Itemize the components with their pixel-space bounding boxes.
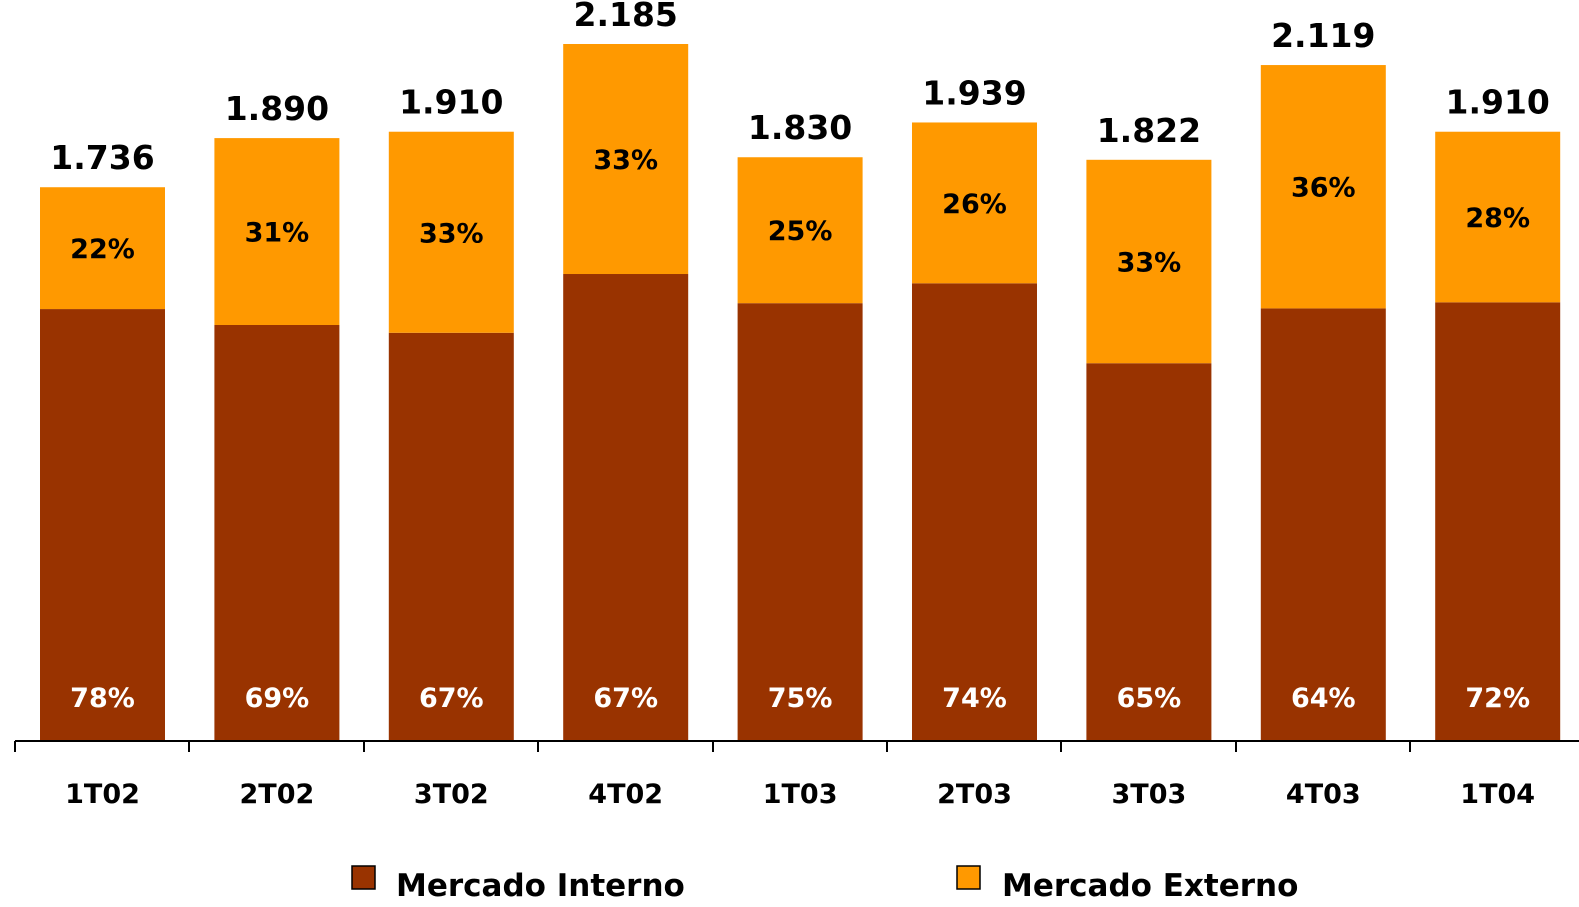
x-axis: 1T02 2T02 3T02 4T02 1T03 2T03 3T03 4T03 1T04: [14, 740, 1579, 810]
legend-swatch-mercado-interno: [351, 865, 376, 890]
bar-mercado-interno-4T03: [1260, 308, 1386, 741]
pct-label-interno-1T04: 72%: [1465, 683, 1530, 714]
legend-swatch-mercado-externo: [956, 865, 981, 890]
bar-mercado-externo-3T02: [388, 131, 514, 333]
total-label-1T04: 1.910: [1446, 83, 1550, 122]
pct-label-interno-1T02: 78%: [70, 683, 135, 714]
bar-mercado-externo-2T03: [912, 122, 1037, 284]
bar-mercado-interno-1T02: [40, 309, 165, 741]
pct-label-externo-1T02: 22%: [70, 234, 135, 265]
bar-mercado-interno-1T03: [737, 303, 863, 741]
pct-label-externo-3T02: 33%: [419, 218, 484, 249]
legend-label-mercado-externo: Mercado Externo: [1002, 868, 1298, 904]
pct-label-externo-3T03: 33%: [1117, 248, 1182, 279]
pct-label-interno-2T02: 69%: [245, 683, 310, 714]
pct-label-interno-1T03: 75%: [768, 683, 833, 714]
x-tick-label-4T02: 4T02: [588, 779, 663, 810]
pct-label-externo-2T03: 26%: [942, 189, 1007, 220]
pct-label-interno-2T03: 74%: [942, 683, 1007, 714]
pct-label-interno-4T02: 67%: [593, 683, 658, 714]
x-tick-label-1T03: 1T03: [763, 779, 838, 810]
pct-label-externo-1T04: 28%: [1465, 203, 1530, 234]
bar-mercado-interno-3T02: [388, 332, 514, 741]
bar-mercado-externo-3T03: [1086, 159, 1212, 364]
x-tick-label-3T02: 3T02: [414, 779, 489, 810]
bars-group: 1.736 22% 78% 1.890 31% 69% 1.910 33% 67% 2.185 33…: [40, 0, 1561, 741]
x-tick-label-3T03: 3T03: [1112, 779, 1187, 810]
total-label-3T02: 1.910: [399, 83, 503, 122]
total-label-1T03: 1.830: [748, 108, 852, 147]
bar-mercado-externo-4T02: [563, 44, 689, 275]
pct-label-externo-1T03: 25%: [768, 216, 833, 247]
legend: Mercado Interno Mercado Externo: [351, 865, 1298, 904]
bar-mercado-interno-3T03: [1086, 363, 1212, 741]
bar-mercado-externo-2T02: [214, 138, 340, 326]
x-tick-label-2T03: 2T03: [937, 779, 1012, 810]
pct-label-interno-4T03: 64%: [1291, 683, 1356, 714]
total-label-4T03: 2.119: [1271, 16, 1375, 55]
x-tick-label-1T04: 1T04: [1460, 779, 1535, 810]
legend-label-mercado-interno: Mercado Interno: [396, 868, 685, 904]
pct-label-externo-4T02: 33%: [593, 145, 658, 176]
total-label-1T02: 1.736: [50, 138, 154, 177]
pct-label-interno-3T03: 65%: [1117, 683, 1182, 714]
total-label-3T03: 1.822: [1097, 111, 1201, 150]
bar-mercado-externo-1T03: [737, 157, 863, 304]
bar-mercado-externo-4T03: [1260, 65, 1386, 309]
pct-label-externo-4T03: 36%: [1291, 173, 1356, 204]
total-label-2T03: 1.939: [922, 73, 1026, 112]
bar-mercado-externo-1T04: [1435, 131, 1561, 303]
x-tick-label-4T03: 4T03: [1286, 779, 1361, 810]
total-label-4T02: 2.185: [574, 0, 678, 34]
x-tick-label-1T02: 1T02: [65, 779, 140, 810]
total-label-2T02: 1.890: [225, 89, 329, 128]
bar-mercado-externo-1T02: [40, 187, 165, 310]
bar-mercado-interno-4T02: [563, 274, 689, 741]
bar-mercado-interno-2T03: [912, 283, 1037, 741]
pct-label-externo-2T02: 31%: [245, 218, 310, 249]
x-tick-label-2T02: 2T02: [240, 779, 315, 810]
pct-label-interno-3T02: 67%: [419, 683, 484, 714]
bar-mercado-interno-1T04: [1435, 302, 1561, 741]
bar-mercado-interno-2T02: [214, 325, 340, 741]
